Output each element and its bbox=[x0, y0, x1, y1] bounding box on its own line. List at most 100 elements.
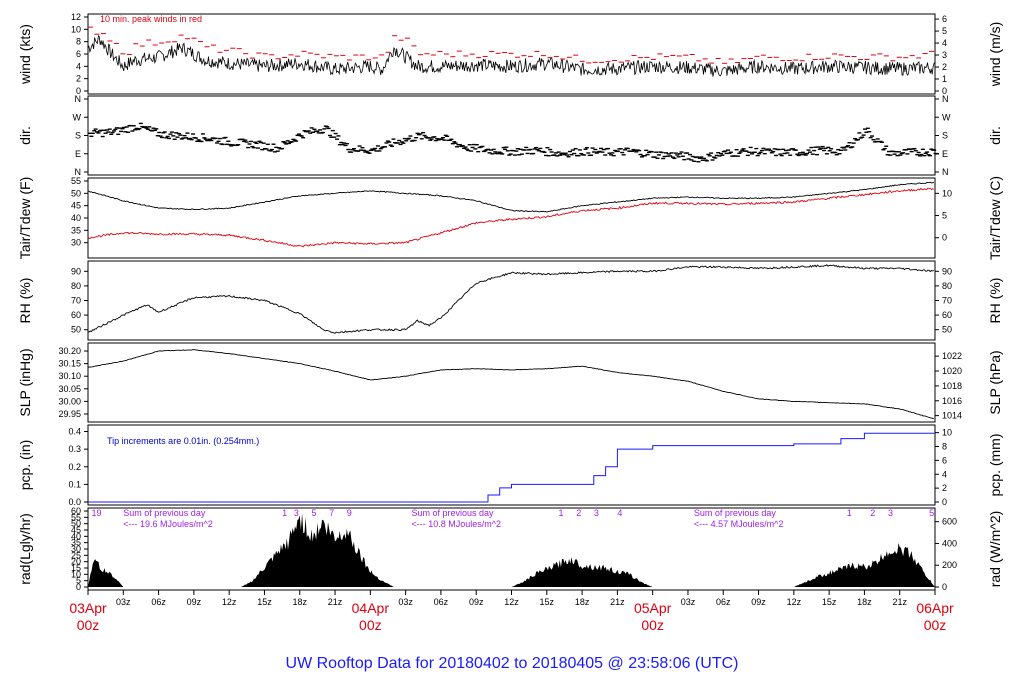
y-tick-label-left: 50 bbox=[71, 325, 81, 335]
dir-point bbox=[480, 145, 485, 148]
dir-point bbox=[929, 148, 934, 150]
y-tick-label-left: 30.15 bbox=[58, 359, 81, 369]
y-tick-label-left: 30.00 bbox=[58, 396, 81, 406]
dir-point bbox=[320, 131, 325, 134]
dir-point bbox=[486, 148, 491, 151]
panel-frame bbox=[87, 342, 936, 423]
dir-point bbox=[447, 139, 452, 141]
y-label-right: SLP (hPa) bbox=[987, 350, 1003, 414]
panel-frame bbox=[87, 177, 936, 259]
dir-point bbox=[412, 139, 417, 142]
dir-point bbox=[545, 147, 550, 149]
x-tick-label: 03z bbox=[116, 597, 131, 607]
dir-point bbox=[103, 132, 108, 134]
dir-point bbox=[270, 148, 275, 151]
y-tick-label-left: 80 bbox=[71, 281, 81, 291]
y-tick-label-right: 0 bbox=[942, 582, 947, 592]
x-tick-label: 09z bbox=[469, 597, 484, 607]
dir-point bbox=[747, 151, 752, 153]
radiation-annotation: <--- 10.8 MJoules/m^2 bbox=[412, 519, 502, 529]
dir-point bbox=[253, 141, 258, 143]
dir-point bbox=[361, 149, 366, 152]
series-slp bbox=[87, 349, 934, 420]
dir-point bbox=[637, 149, 642, 152]
dir-point bbox=[816, 146, 821, 148]
dir-point bbox=[250, 145, 255, 148]
dir-point bbox=[102, 129, 107, 132]
dir-point bbox=[805, 152, 810, 155]
dir-point bbox=[867, 131, 872, 133]
dir-point bbox=[332, 136, 337, 138]
dir-point bbox=[827, 150, 832, 152]
dir-point bbox=[741, 148, 746, 150]
dir-point bbox=[652, 156, 657, 158]
dir-point bbox=[120, 128, 125, 130]
dir-point bbox=[325, 126, 330, 128]
dir-point bbox=[168, 133, 173, 135]
dir-point bbox=[711, 156, 716, 158]
dir-point bbox=[333, 132, 338, 135]
dir-point bbox=[312, 128, 317, 130]
dir-point bbox=[398, 143, 403, 146]
dir-point bbox=[697, 157, 702, 159]
dir-point bbox=[579, 152, 584, 155]
radiation-annotation: 3 bbox=[594, 508, 599, 518]
dir-point bbox=[655, 157, 660, 159]
dir-point bbox=[925, 151, 930, 153]
dir-point bbox=[642, 155, 647, 157]
dir-point bbox=[918, 155, 923, 157]
dir-point bbox=[690, 155, 695, 158]
x-date-hour: 00z bbox=[77, 617, 100, 633]
radiation-annotation: 5 bbox=[312, 508, 317, 518]
y-tick-label-right: 600 bbox=[942, 517, 957, 527]
wind-annotation: 10 min. peak winds in red bbox=[100, 14, 202, 24]
dir-point bbox=[716, 151, 721, 154]
dir-point bbox=[864, 131, 869, 133]
dir-point bbox=[419, 138, 424, 140]
dir-point bbox=[788, 154, 793, 156]
dir-point bbox=[119, 130, 124, 133]
dir-point bbox=[374, 150, 379, 152]
dir-point bbox=[476, 150, 481, 153]
dir-point bbox=[435, 138, 440, 140]
dir-point bbox=[439, 138, 444, 140]
dir-point bbox=[679, 151, 684, 153]
y-label-left: dir. bbox=[17, 126, 33, 145]
dir-point bbox=[274, 146, 279, 149]
dir-point bbox=[714, 154, 719, 157]
dir-point bbox=[216, 140, 221, 143]
y-tick-label-right: 400 bbox=[942, 538, 957, 548]
series-tdew bbox=[87, 187, 935, 248]
dir-point bbox=[645, 153, 650, 156]
radiation-annotation: 1 bbox=[559, 508, 564, 518]
y-tick-label-left: 0 bbox=[76, 86, 81, 96]
dir-points bbox=[88, 122, 939, 163]
x-tick-label: 06z bbox=[716, 597, 731, 607]
dir-point bbox=[257, 140, 262, 143]
dir-point bbox=[913, 150, 918, 152]
x-date-day: 05Apr bbox=[634, 600, 672, 616]
y-tick-label-right: 1016 bbox=[942, 396, 962, 406]
dir-point bbox=[176, 132, 181, 135]
y-tick-label-left: 0.2 bbox=[68, 462, 81, 472]
radiation-annotation: <--- 4.57 MJoules/m^2 bbox=[694, 519, 784, 529]
y-tick-label-left: 12 bbox=[71, 12, 81, 22]
dir-point bbox=[566, 156, 571, 158]
dir-point bbox=[686, 158, 691, 160]
dir-point bbox=[882, 147, 887, 150]
dir-point bbox=[327, 134, 332, 137]
dir-point bbox=[464, 148, 469, 150]
dir-point bbox=[839, 149, 844, 152]
dir-point bbox=[542, 151, 547, 153]
dir-point bbox=[548, 148, 553, 151]
dir-point bbox=[793, 149, 798, 151]
dir-point bbox=[302, 130, 307, 132]
dir-point bbox=[772, 148, 777, 150]
x-tick-label: 15z bbox=[822, 597, 837, 607]
dir-point bbox=[391, 138, 396, 140]
dir-point bbox=[445, 135, 450, 138]
dir-point bbox=[589, 154, 594, 156]
dir-point bbox=[774, 154, 779, 157]
radiation-annotation: 7 bbox=[329, 508, 334, 518]
